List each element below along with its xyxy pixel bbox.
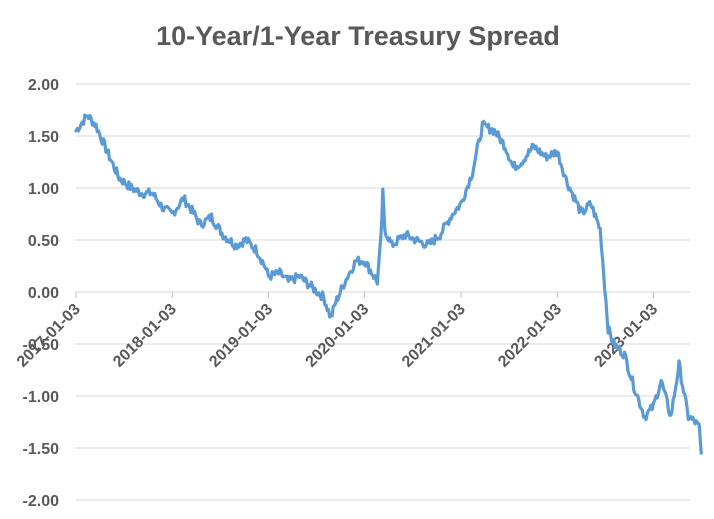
series-layer — [74, 113, 703, 455]
y-tick-label: -2.00 — [23, 493, 60, 510]
y-tick-label: -1.00 — [23, 389, 60, 406]
x-tick-label: 2019-01-03 — [206, 301, 276, 371]
y-tick-label: 2.00 — [28, 77, 59, 94]
x-tick-label: 2018-01-03 — [110, 301, 180, 371]
x-tick-label: 2022-01-03 — [495, 301, 565, 371]
series-line — [74, 113, 703, 455]
x-tick-label: 2017-01-03 — [14, 301, 84, 371]
gridlines — [76, 83, 690, 501]
y-tick-label: -1.50 — [23, 441, 60, 458]
y-tick-label: 0.50 — [28, 233, 59, 250]
y-tick-label: 1.00 — [28, 181, 59, 198]
x-tick-label: 2020-01-03 — [303, 301, 373, 371]
y-tick-label: 0.00 — [28, 285, 59, 302]
x-tick-label: 2021-01-03 — [399, 301, 469, 371]
y-tick-label: -0.50 — [23, 337, 60, 354]
y-axis-ticks: 2.00 1.50 1.00 0.50 0.00 -0.50 -1.00 -1.50 -2.00 — [23, 77, 60, 510]
y-tick-label: 1.50 — [28, 129, 59, 146]
chart-title: 10-Year/1-Year Treasury Spread — [156, 21, 560, 51]
x-axis-ticks: 2017-01-03 2018-01-03 2019-01-03 2020-01-03… — [14, 292, 661, 371]
